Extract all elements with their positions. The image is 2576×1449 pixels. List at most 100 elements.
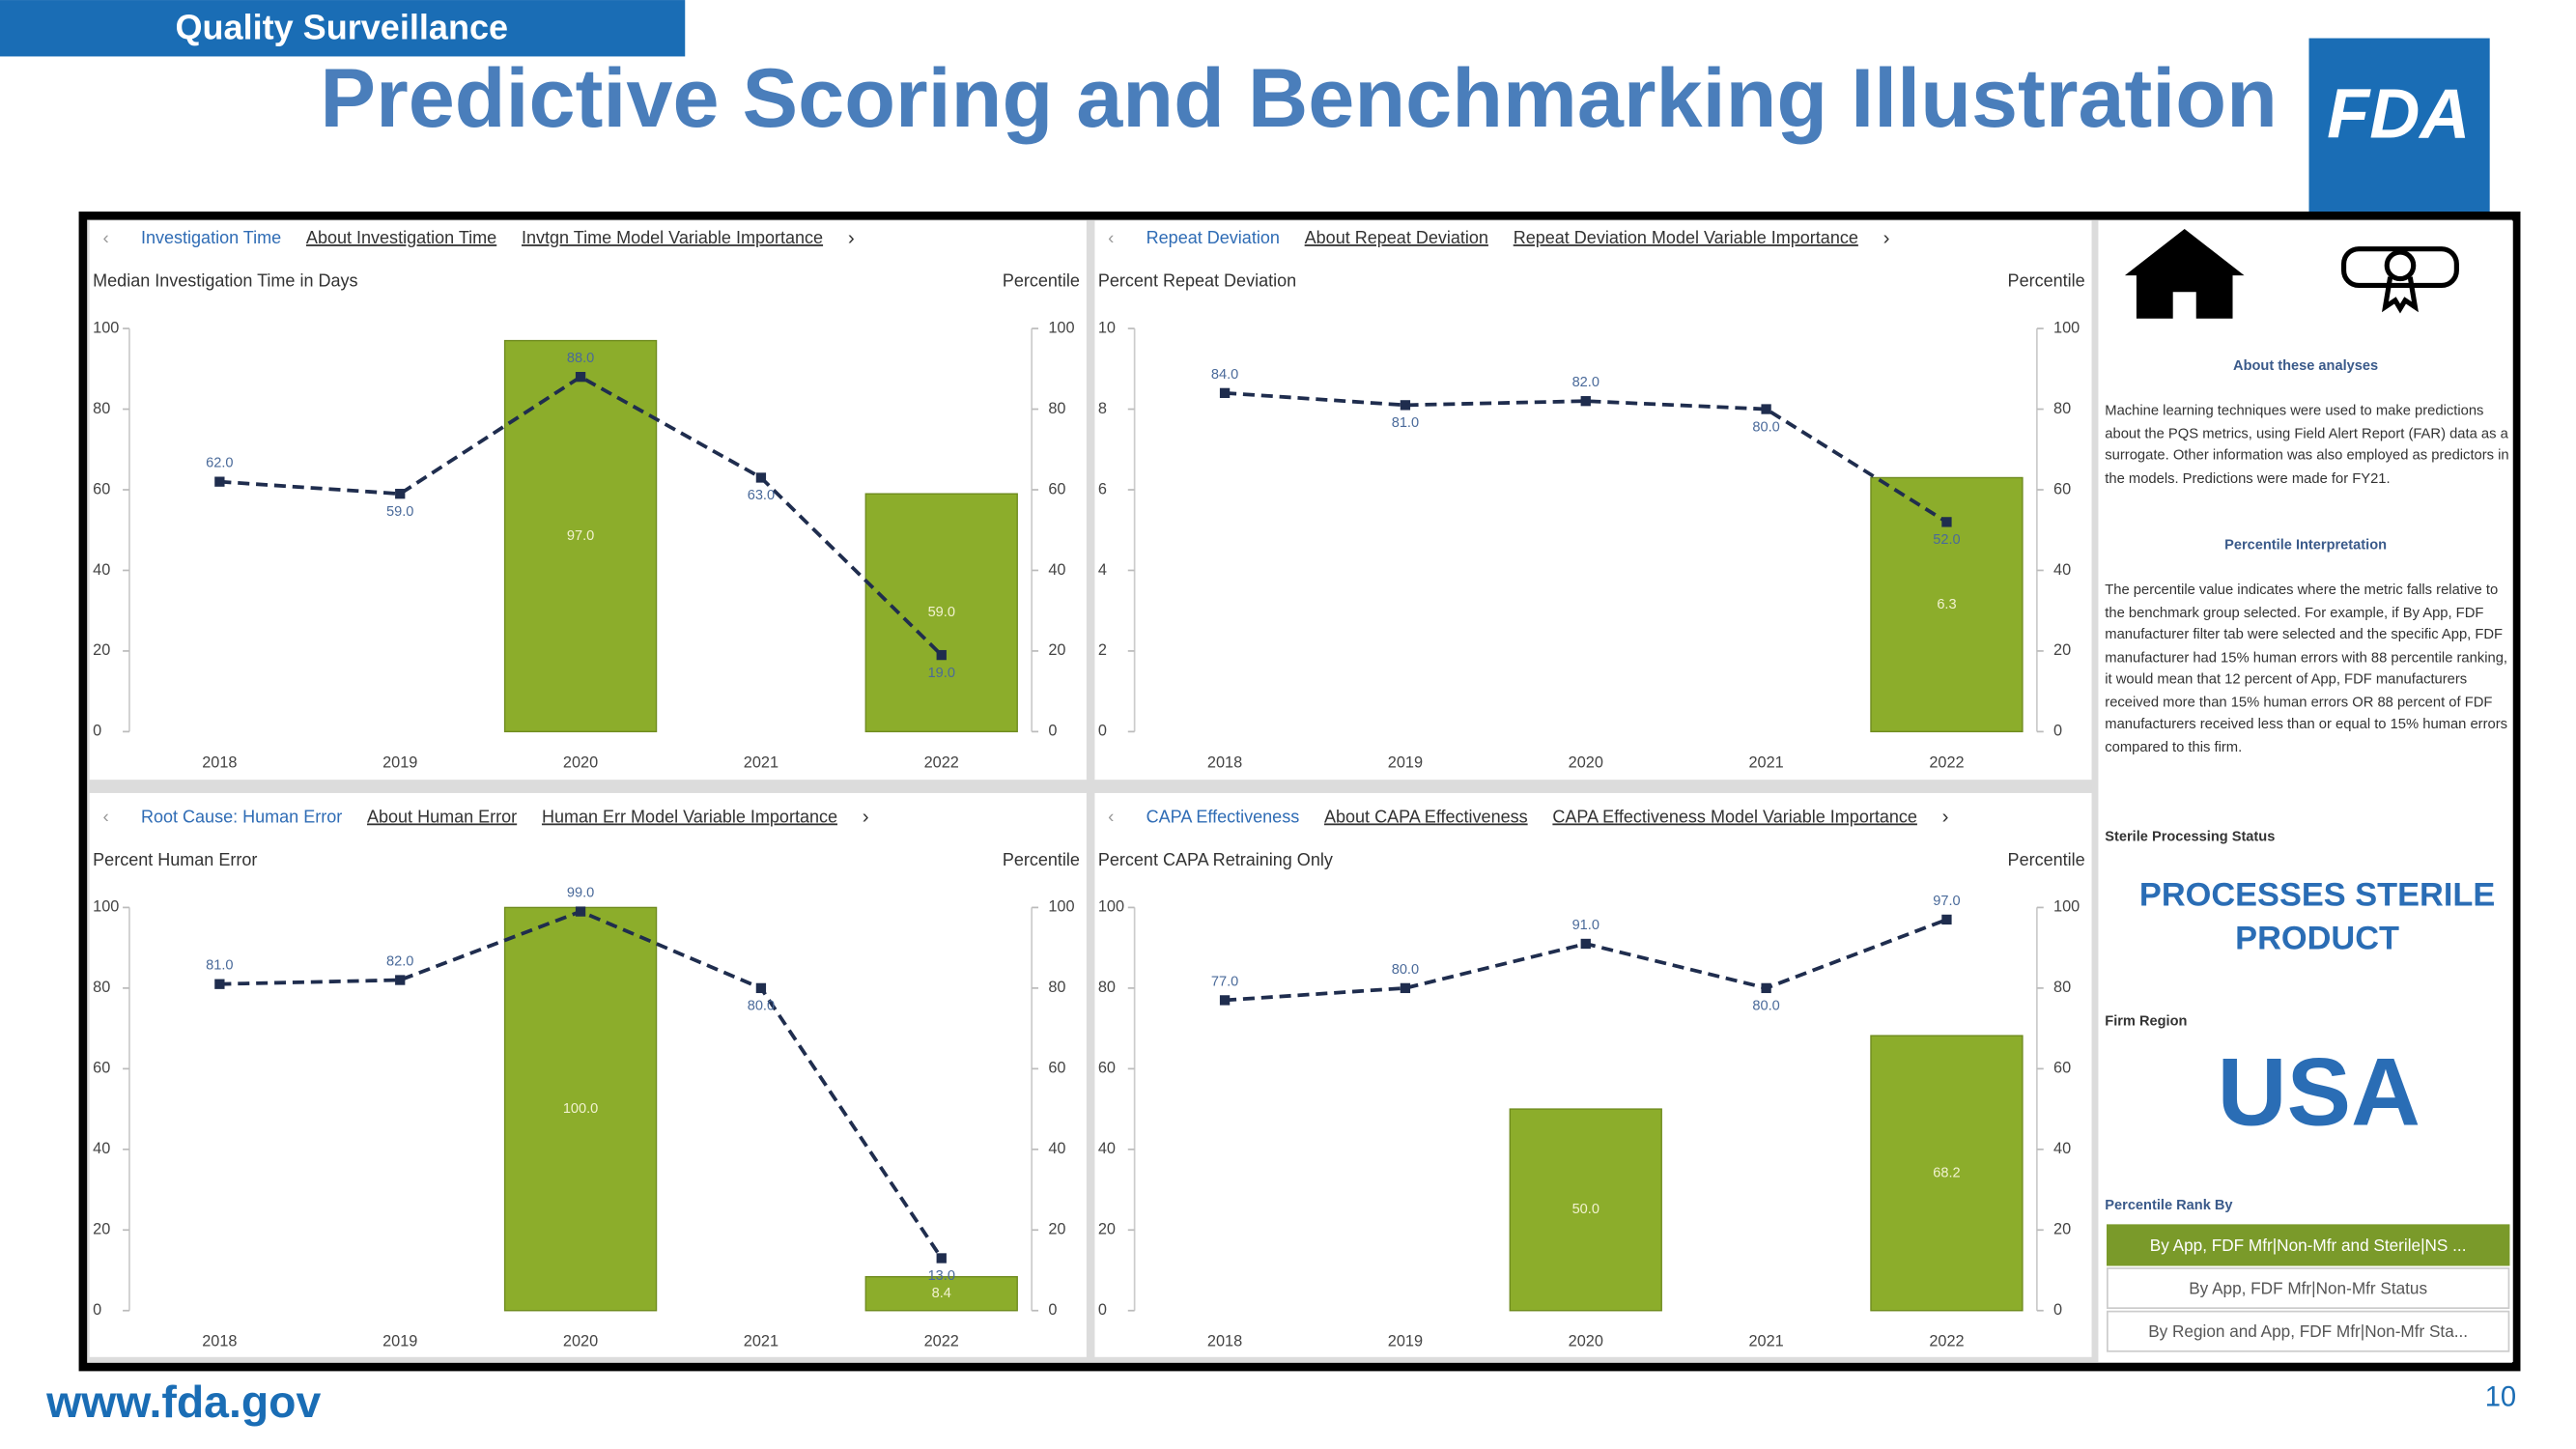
y-tick-label: 40 — [93, 561, 110, 579]
line-point — [575, 906, 586, 917]
point-label: 80.0 — [748, 999, 775, 1014]
y2-tick-label: 20 — [1048, 641, 1065, 659]
y-tick-label: 8 — [1098, 400, 1107, 417]
y-tick-label: 0 — [1098, 723, 1107, 740]
y-tick-label: 20 — [93, 641, 110, 659]
y2-tick-label: 60 — [2053, 1060, 2071, 1077]
x-tick-label: 2018 — [1207, 1333, 1242, 1350]
y2-tick-label: 40 — [1048, 1140, 1065, 1157]
y2-tick-label: 20 — [1048, 1221, 1065, 1238]
line-point — [1580, 396, 1591, 407]
y2-tick-label: 40 — [1048, 561, 1065, 579]
line-point — [1400, 400, 1411, 411]
x-tick-label: 2022 — [1929, 753, 1964, 771]
line-point — [1941, 517, 1952, 527]
x-tick-label: 2020 — [563, 753, 598, 771]
rank-option[interactable]: By App, FDF Mfr|Non-Mfr and Sterile|NS .… — [2106, 1224, 2510, 1266]
y2-tick-label: 40 — [2053, 561, 2071, 579]
point-label: 82.0 — [386, 954, 413, 970]
bar-label: 6.3 — [1937, 597, 1956, 612]
page-number: 10 — [2485, 1381, 2516, 1412]
tab[interactable]: About CAPA Effectiveness — [1324, 807, 1528, 826]
x-tick-label: 2020 — [563, 1333, 598, 1350]
interp-text: The percentile value indicates where the… — [2105, 581, 2508, 754]
y-axis-label: Percent Human Error — [93, 850, 257, 869]
home-icon — [2124, 229, 2245, 319]
y-tick-label: 0 — [93, 723, 101, 740]
line-point — [755, 982, 767, 994]
tab[interactable]: CAPA Effectiveness — [1146, 807, 1300, 826]
line-point — [936, 649, 947, 661]
chart-panel: ‹ Root Cause: Human Error About Human Erro… — [89, 792, 1087, 1357]
logo-box — [2308, 38, 2490, 213]
y2-axis-label: Percentile — [2008, 850, 2085, 869]
slide-title: Predictive Scoring and Benchmarking Illu… — [320, 52, 2277, 145]
y2-tick-label: 0 — [2053, 723, 2062, 740]
line-point — [214, 476, 225, 487]
y2-tick-label: 80 — [2053, 979, 2071, 996]
y2-tick-label: 0 — [2053, 1301, 2062, 1319]
line-point — [214, 979, 225, 989]
y-tick-label: 100 — [93, 319, 119, 336]
nav-arrow: › — [848, 227, 855, 249]
y-tick-label: 10 — [1098, 319, 1116, 336]
tab[interactable]: About Repeat Deviation — [1305, 228, 1488, 247]
y2-axis-label: Percentile — [1003, 850, 1080, 869]
tab[interactable]: Invtgn Time Model Variable Importance — [522, 228, 823, 247]
x-tick-label: 2022 — [1929, 1333, 1964, 1350]
y2-tick-label: 60 — [1048, 1060, 1065, 1077]
y-tick-label: 2 — [1098, 641, 1107, 659]
bar-label: 68.2 — [1933, 1165, 1960, 1180]
y2-tick-label: 20 — [2053, 641, 2071, 659]
line-point — [755, 472, 767, 483]
y-tick-label: 60 — [1098, 1060, 1116, 1077]
y-tick-label: 60 — [93, 1060, 110, 1077]
line — [1224, 390, 1948, 524]
point-label: 80.0 — [1392, 962, 1419, 978]
tab[interactable]: Human Err Model Variable Importance — [542, 807, 837, 826]
point-label: 52.0 — [1933, 532, 1960, 548]
tab[interactable]: Repeat Deviation Model Variable Importan… — [1514, 228, 1858, 247]
chart-panel: ‹ CAPA Effectiveness About CAPA Effectiven… — [1094, 792, 2092, 1357]
y-tick-label: 20 — [93, 1221, 110, 1238]
interp-title: Percentile Interpretation — [2224, 535, 2388, 553]
rank-label: Percentile Rank By — [2105, 1196, 2233, 1213]
rank-option[interactable]: By App, FDF Mfr|Non-Mfr Status — [2106, 1267, 2510, 1310]
nav-arrow: › — [1883, 227, 1890, 249]
y2-tick-label: 40 — [2053, 1140, 2071, 1157]
line-point — [575, 372, 586, 383]
x-tick-label: 2021 — [1748, 753, 1783, 771]
tab[interactable]: Repeat Deviation — [1146, 228, 1280, 247]
point-label: 13.0 — [928, 1268, 955, 1284]
bar-label: 97.0 — [567, 528, 594, 544]
bar-label: 8.4 — [932, 1286, 951, 1301]
chart-panel: ‹ Investigation Time About Investigation T… — [89, 220, 1087, 781]
line-point — [1400, 982, 1411, 994]
point-label: 82.0 — [1572, 375, 1599, 390]
y2-tick-label: 100 — [2053, 319, 2080, 336]
line-point — [1219, 995, 1231, 1006]
banner-text: Quality Surveillance — [175, 7, 508, 46]
x-tick-label: 2020 — [1569, 753, 1603, 771]
bar-label: 50.0 — [1572, 1202, 1599, 1217]
y-tick-label: 40 — [1098, 1140, 1116, 1157]
point-label: 62.0 — [206, 456, 233, 471]
tab[interactable]: CAPA Effectiveness Model Variable Import… — [1552, 807, 1917, 826]
y-axis-label: Percent CAPA Retraining Only — [1098, 850, 1333, 869]
tab[interactable]: About Investigation Time — [306, 228, 496, 247]
y2-tick-label: 0 — [1048, 1301, 1057, 1319]
line-point — [1219, 387, 1231, 398]
chart-panel: ‹ Repeat Deviation About Repeat Deviation R… — [1094, 220, 2092, 781]
tab[interactable]: About Human Error — [367, 807, 517, 826]
point-label: 80.0 — [1752, 999, 1779, 1014]
y-tick-label: 6 — [1098, 480, 1107, 497]
nav-arrow: › — [1942, 806, 1949, 828]
rank-option[interactable]: By Region and App, FDF Mfr|Non-Mfr Sta..… — [2106, 1310, 2510, 1352]
footer-url: www.fda.gov — [45, 1377, 321, 1427]
y-tick-label: 80 — [1098, 979, 1116, 996]
tab[interactable]: Investigation Time — [141, 228, 281, 247]
sidebar-panel — [2098, 220, 2513, 1362]
y-tick-label: 100 — [1098, 898, 1124, 916]
tab[interactable]: Root Cause: Human Error — [141, 807, 342, 826]
